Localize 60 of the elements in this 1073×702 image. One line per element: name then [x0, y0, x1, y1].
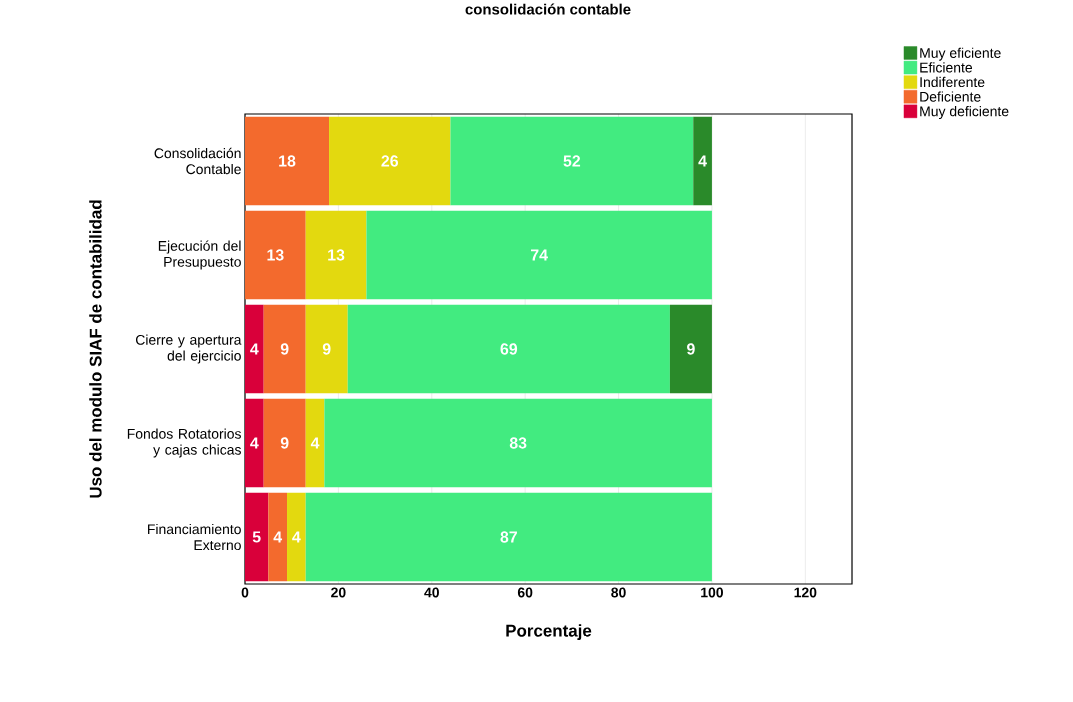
bar	[245, 304, 264, 394]
bar	[347, 304, 670, 394]
y-axis-title: Uso del modulo SIAF de contabilidad	[89, 200, 102, 498]
data-label: 26	[381, 155, 399, 167]
data-label: 13	[328, 249, 345, 261]
bar	[263, 398, 306, 488]
data-label: 83	[509, 437, 527, 449]
bar	[268, 492, 288, 582]
x-tick-label: 20	[331, 587, 346, 598]
bar	[450, 116, 694, 206]
bar	[263, 304, 306, 394]
data-label: 9	[280, 437, 289, 449]
y-tick-label: Cierre y apertura del ejercicio	[135, 334, 242, 364]
bar	[305, 492, 712, 582]
data-label: 9	[322, 343, 331, 355]
bar	[669, 304, 712, 394]
data-label: 74	[530, 249, 548, 261]
bar	[324, 398, 712, 488]
x-tick-label: 100	[701, 587, 723, 598]
legend-label: Deficiente	[920, 91, 981, 102]
data-label: 87	[500, 531, 517, 543]
legend-label: Eficiente	[920, 62, 973, 73]
chart-title: consolidación contable	[465, 3, 631, 15]
x-tick-label: 40	[424, 587, 439, 598]
data-label: 4	[310, 437, 320, 449]
bar	[305, 398, 325, 488]
legend-label: Muy deficiente	[920, 106, 1009, 120]
bar	[245, 398, 264, 488]
bar	[245, 210, 306, 300]
bar	[245, 116, 330, 206]
data-label: 4	[250, 437, 259, 449]
data-label: 4	[292, 531, 301, 543]
bar	[245, 492, 269, 582]
data-label: 4	[273, 531, 283, 543]
bar	[305, 304, 348, 394]
bar	[329, 116, 451, 206]
data-label: 9	[687, 343, 695, 355]
bar	[305, 210, 367, 300]
bar	[693, 116, 712, 206]
legend-label: Indiferente	[920, 76, 985, 88]
x-tick-label: 120	[794, 587, 817, 598]
data-label: 69	[500, 343, 518, 355]
data-label: 4	[250, 343, 259, 355]
x-tick-label: 80	[611, 587, 626, 598]
legend-label: Muy eficiente	[920, 47, 1001, 61]
y-tick-label: Fondos Rotatorios y cajas chicas	[127, 428, 241, 458]
data-label: 4	[698, 155, 707, 167]
y-tick-label: Consolidación Contable	[154, 147, 241, 175]
x-tick-label: 60	[517, 587, 533, 598]
y-tick-label: Ejecución del Presupuesto	[158, 240, 241, 270]
data-label: 5	[252, 531, 261, 543]
x-tick-label: 0	[241, 587, 249, 598]
data-label: 18	[279, 155, 296, 167]
data-label: 52	[563, 155, 581, 167]
x-axis-title: Porcentaje	[506, 624, 592, 641]
y-tick-label: Financiamiento Externo	[148, 523, 241, 551]
data-label: 13	[267, 249, 284, 261]
bar	[366, 210, 712, 300]
data-label: 9	[280, 343, 289, 355]
bar	[287, 492, 306, 582]
